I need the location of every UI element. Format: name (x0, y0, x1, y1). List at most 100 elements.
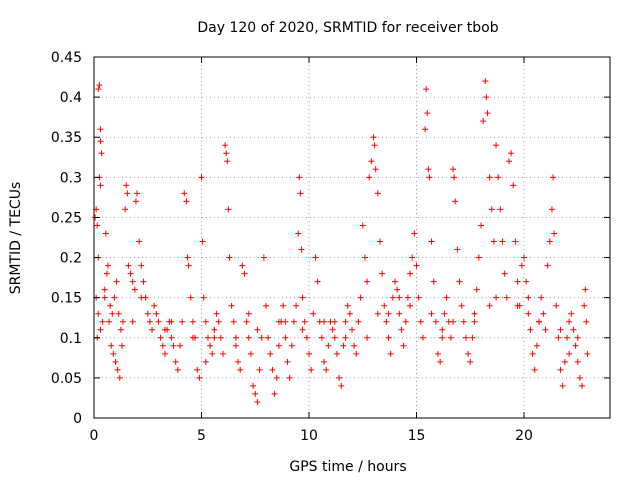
data-point (254, 398, 261, 405)
data-point (177, 342, 183, 349)
data-point (298, 246, 305, 253)
data-point (254, 326, 261, 333)
data-point (237, 366, 244, 373)
data-point (314, 278, 321, 285)
data-point (226, 254, 233, 261)
data-point (113, 278, 120, 285)
data-point (202, 358, 209, 365)
data-point (97, 138, 104, 145)
data-point (273, 374, 280, 381)
data-point (525, 294, 532, 301)
y-tick-label: 0 (73, 411, 82, 427)
data-point (129, 278, 136, 285)
data-point (112, 358, 119, 365)
data-point (95, 86, 102, 93)
x-axis-label: GPS time / hours (289, 459, 406, 475)
data-point (306, 350, 312, 357)
data-point (258, 334, 265, 341)
data-point (383, 318, 390, 325)
data-point (437, 358, 444, 365)
data-point (217, 334, 224, 341)
data-point (486, 174, 493, 181)
data-point (576, 374, 583, 381)
data-point (131, 286, 138, 293)
data-point (538, 294, 545, 301)
points-layer (92, 78, 591, 405)
data-point (211, 334, 218, 341)
data-point (97, 326, 104, 333)
data-point (321, 318, 328, 325)
data-point (104, 262, 111, 269)
data-point (495, 174, 502, 181)
data-point (525, 310, 532, 317)
data-point (117, 326, 124, 333)
data-point (428, 238, 435, 245)
data-point (566, 318, 573, 325)
data-point (106, 318, 113, 325)
data-point (110, 350, 117, 357)
data-point (359, 222, 366, 229)
data-point (144, 310, 151, 317)
data-point (368, 158, 375, 165)
data-point (342, 318, 349, 325)
data-point (550, 174, 557, 181)
data-point (127, 270, 134, 277)
data-point (184, 254, 191, 261)
data-point (329, 326, 336, 333)
data-point (303, 334, 310, 341)
data-point (581, 302, 588, 309)
y-tick-label: 0.2 (60, 251, 82, 267)
data-point (423, 86, 430, 93)
data-point (379, 270, 386, 277)
data-point (232, 334, 239, 341)
data-point (426, 174, 433, 181)
y-tick-label: 0.3 (60, 170, 82, 186)
data-point (396, 310, 403, 317)
data-point (107, 302, 114, 309)
data-point (483, 94, 490, 101)
data-point (179, 318, 186, 325)
data-point (202, 318, 209, 325)
data-point (310, 310, 317, 317)
data-point (296, 174, 303, 181)
data-point (275, 342, 282, 349)
data-point (385, 310, 392, 317)
data-point (101, 294, 108, 301)
data-point (174, 366, 181, 373)
data-point (499, 238, 506, 245)
data-point (230, 318, 237, 325)
data-point (245, 310, 252, 317)
data-point (263, 302, 269, 309)
data-point (458, 302, 465, 309)
data-point (215, 318, 222, 325)
data-point (430, 278, 437, 285)
data-point (484, 110, 491, 117)
data-point (111, 294, 118, 301)
data-point (544, 262, 551, 269)
data-point (469, 334, 476, 341)
data-point (415, 294, 422, 301)
data-point (512, 238, 519, 245)
data-point (223, 150, 230, 157)
data-point (288, 342, 295, 349)
data-point (374, 190, 381, 197)
data-point (297, 190, 304, 197)
data-point (583, 318, 590, 325)
data-point (531, 366, 538, 373)
data-point (282, 334, 289, 341)
data-point (280, 302, 287, 309)
data-point (250, 382, 257, 389)
data-point (501, 270, 508, 277)
data-point (376, 238, 383, 245)
data-point (340, 342, 347, 349)
data-point (222, 142, 229, 149)
data-point (364, 334, 371, 341)
data-point (574, 334, 581, 341)
data-point (582, 286, 589, 293)
data-point (428, 310, 435, 317)
data-point (460, 318, 467, 325)
data-point (129, 318, 136, 325)
data-point (331, 334, 338, 341)
data-point (318, 334, 325, 341)
data-point (409, 254, 416, 261)
